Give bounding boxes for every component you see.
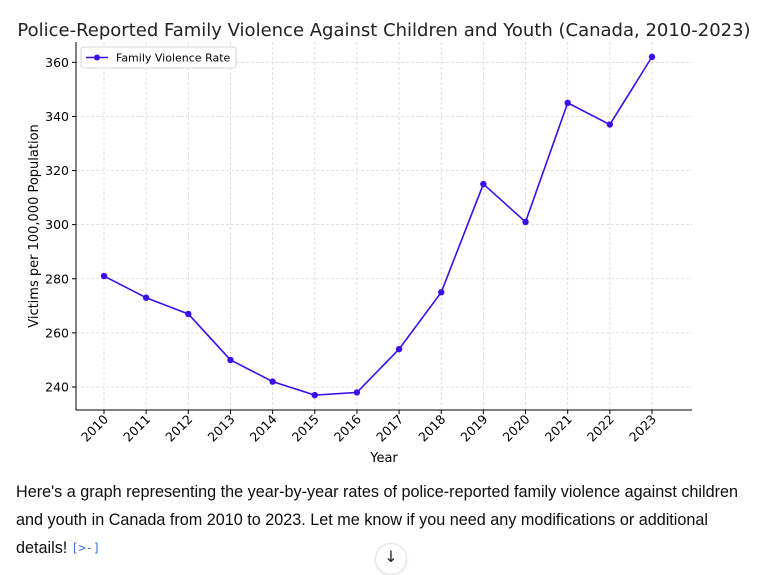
data-point (269, 378, 276, 385)
y-tick-label: 240 (45, 380, 69, 395)
y-tick-label: 360 (45, 55, 69, 70)
x-tick-label: 2011 (120, 412, 153, 445)
data-point (227, 356, 234, 364)
x-tick-label: 2017 (373, 412, 406, 445)
legend-box (80, 46, 237, 69)
y-tick-label: 260 (45, 325, 69, 340)
series-line (103, 56, 653, 396)
x-tick-label: 2016 (331, 411, 364, 444)
y-axis-title: Victims per 100,000 Population (27, 124, 42, 328)
x-tick-label: 2013 (204, 412, 237, 445)
data-point (564, 99, 571, 107)
y-tick-label: 320 (45, 163, 69, 178)
data-point (480, 180, 487, 188)
message-text: Here's a graph representing the year-by-… (16, 483, 739, 557)
chart-title: Police-Reported Family Violence Against … (17, 20, 750, 41)
data-point (100, 272, 108, 280)
scroll-down-button[interactable]: ↓ (375, 543, 407, 575)
data-point (311, 391, 318, 399)
data-point (185, 310, 192, 318)
x-tick-label: 2018 (415, 411, 448, 444)
line-chart: Police-Reported Family Violence Against … (17, 20, 750, 466)
y-tick-label: 340 (45, 109, 69, 124)
data-point (648, 53, 656, 61)
x-tick-label: 2022 (584, 412, 617, 445)
y-tick-label: 280 (45, 271, 69, 286)
x-tick-label: 2014 (247, 411, 280, 444)
legend-label: Family Violence Rate (116, 52, 231, 65)
x-tick-label: 2020 (500, 411, 533, 444)
arrow-down-icon: ↓ (384, 547, 398, 566)
x-tick-label: 2015 (289, 412, 322, 445)
source-link-icon[interactable]: [>-] (71, 541, 101, 555)
x-tick-label: 2021 (542, 412, 575, 445)
x-tick-label: 2012 (162, 412, 195, 445)
legend-marker (94, 54, 100, 61)
assistant-message: Here's a graph representing the year-by-… (16, 478, 756, 562)
x-axis-title: Year (369, 451, 398, 466)
data-point (606, 121, 614, 128)
x-tick-label: 2010 (78, 411, 111, 444)
data-point (142, 294, 150, 301)
data-point (522, 218, 529, 226)
data-point (438, 289, 445, 296)
chart-container: Police-Reported Family Violence Against … (17, 20, 750, 466)
y-tick-label: 300 (45, 217, 69, 232)
data-point (353, 389, 361, 396)
data-point (395, 345, 403, 353)
x-tick-label: 2023 (626, 412, 659, 445)
x-tick-label: 2019 (457, 411, 490, 444)
